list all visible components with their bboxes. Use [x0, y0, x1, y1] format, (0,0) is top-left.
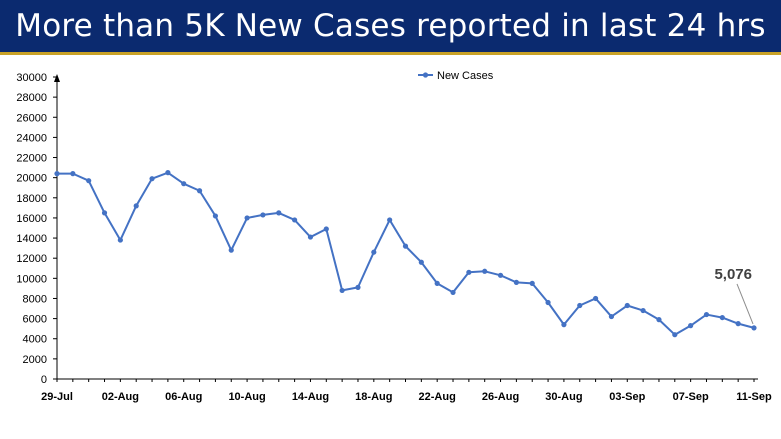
- data-point: [133, 203, 139, 209]
- data-point: [656, 317, 662, 323]
- data-point: [719, 314, 725, 321]
- y-tick-label: 6000: [23, 314, 47, 326]
- data-point: [165, 170, 171, 176]
- y-tick-label: 20000: [16, 173, 47, 185]
- x-tick-label: 06-Aug: [165, 391, 202, 403]
- y-tick-label: 18000: [16, 193, 47, 205]
- x-tick-label: 10-Aug: [228, 391, 265, 403]
- y-tick-label: 8000: [23, 293, 47, 305]
- data-point: [735, 321, 741, 327]
- data-point: [751, 325, 757, 331]
- title-divider: [0, 52, 781, 55]
- x-tick-label: 11-Sep: [736, 391, 772, 403]
- data-point: [70, 171, 76, 177]
- y-tick-label: 22000: [16, 153, 47, 165]
- data-point: [561, 322, 567, 328]
- y-tick-label: 12000: [16, 253, 47, 265]
- data-point: [482, 268, 488, 274]
- data-point: [466, 269, 472, 275]
- x-axis-ticks: 29-Jul 02-Aug 06-Aug 10-Aug 14-Aug 18-Aug 22-A…: [41, 379, 772, 403]
- data-point: [387, 217, 393, 223]
- line-chart: New Cases 0 2000 4000 6000 8000 10000 12000 140…: [16, 70, 772, 403]
- y-tick-label: 4000: [23, 334, 47, 346]
- data-point: [672, 332, 678, 338]
- title-bar: More than 5K New Cases reported in last …: [0, 0, 781, 52]
- chart-legend: New Cases: [418, 70, 494, 82]
- x-tick-label: 26-Aug: [482, 391, 519, 403]
- annotation-leader: [736, 283, 754, 325]
- x-tick-label: 02-Aug: [102, 391, 139, 403]
- data-point: [418, 259, 424, 265]
- data-point: [450, 289, 456, 296]
- series-line: [57, 171, 755, 336]
- data-point: [276, 210, 282, 216]
- y-tick-label: 30000: [16, 72, 47, 84]
- y-axis-arrow: [54, 74, 60, 82]
- data-point: [513, 279, 519, 285]
- chart-annotations: 5,076: [714, 266, 754, 325]
- x-tick-label: 18-Aug: [355, 391, 392, 403]
- x-tick-label: 22-Aug: [419, 391, 456, 403]
- data-point: [212, 213, 219, 219]
- data-point: [260, 212, 266, 218]
- data-point: [86, 178, 92, 184]
- chart-axes: [54, 74, 758, 380]
- series-new-cases: [54, 170, 757, 338]
- data-point: [688, 323, 694, 329]
- y-tick-label: 2000: [23, 354, 47, 366]
- data-point: [101, 210, 108, 216]
- data-point: [149, 176, 155, 182]
- data-point: [54, 171, 60, 177]
- data-point: [624, 302, 630, 309]
- legend-marker: [422, 72, 429, 78]
- annotation-label: 5,076: [714, 266, 752, 283]
- y-tick-label: 16000: [16, 213, 47, 225]
- data-point: [228, 247, 234, 253]
- data-point: [323, 226, 329, 232]
- y-tick-label: 26000: [16, 112, 47, 124]
- data-point: [592, 295, 599, 302]
- legend-label: New Cases: [437, 70, 494, 82]
- y-tick-label: 10000: [16, 273, 47, 285]
- y-tick-label: 28000: [16, 92, 47, 104]
- data-point: [434, 280, 440, 286]
- data-point: [339, 287, 345, 294]
- data-point: [497, 272, 504, 278]
- data-point: [117, 237, 123, 243]
- y-tick-label: 0: [41, 374, 47, 386]
- y-axis-ticks: 0 2000 4000 6000 8000 10000 12000 14000 16000 180…: [16, 72, 57, 386]
- data-point: [371, 249, 377, 255]
- data-point: [181, 181, 187, 187]
- data-point: [577, 302, 583, 309]
- y-tick-label: 24000: [16, 132, 47, 144]
- x-tick-label: 30-Aug: [545, 391, 582, 403]
- data-point: [640, 307, 646, 314]
- y-tick-label: 14000: [16, 233, 47, 245]
- data-point: [545, 299, 551, 306]
- data-point: [402, 243, 409, 249]
- data-point: [244, 215, 250, 221]
- x-tick-label: 07-Sep: [673, 391, 709, 403]
- data-point: [196, 188, 203, 194]
- x-tick-label: 29-Jul: [41, 391, 73, 403]
- data-point: [529, 280, 535, 286]
- data-point: [355, 284, 361, 290]
- page-title: More than 5K New Cases reported in last …: [15, 8, 766, 44]
- x-tick-label: 03-Sep: [609, 391, 645, 403]
- data-point: [703, 311, 710, 318]
- data-point: [608, 313, 615, 320]
- data-point: [307, 234, 314, 240]
- x-tick-label: 14-Aug: [292, 391, 329, 403]
- data-point: [292, 217, 298, 223]
